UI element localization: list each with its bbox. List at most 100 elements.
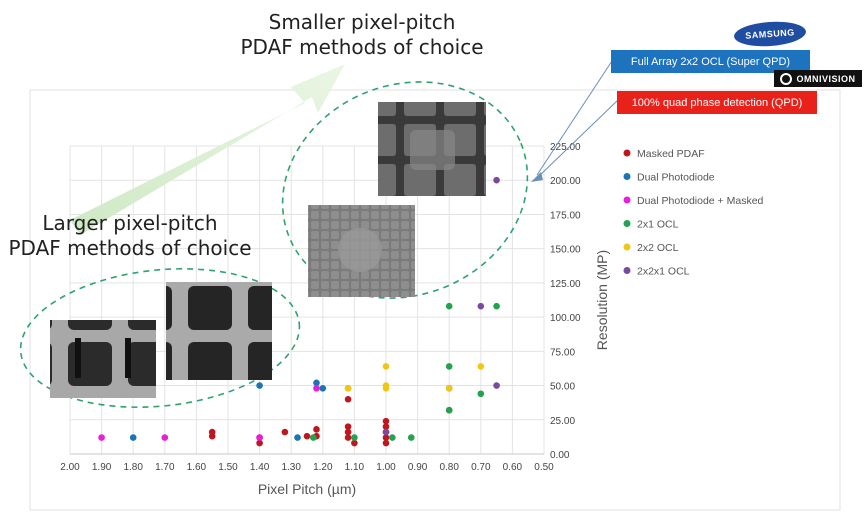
micrograph-masked-pdaf (50, 320, 156, 398)
data-point (281, 428, 289, 436)
data-point (313, 379, 320, 387)
y-tick-label: 100.00 (550, 313, 581, 324)
legend-label: 2x1 OCL (637, 219, 679, 231)
ellipse-layer (19, 81, 529, 408)
data-point (382, 423, 390, 430)
x-tick-label: 1.70 (155, 462, 175, 473)
x-tick-label: 1.30 (281, 462, 301, 473)
data-point (313, 384, 320, 392)
data-point (382, 428, 390, 436)
data-point (256, 382, 263, 389)
x-tick-label: 1.40 (250, 462, 270, 473)
pointer-arrowhead (531, 172, 543, 182)
legend-label: Dual Photodiode (637, 172, 715, 184)
y-tick-label: 225.00 (550, 142, 581, 153)
legend-marker (623, 173, 631, 180)
micrograph-2x2-ocl (308, 205, 415, 297)
micrograph-layer (50, 102, 486, 398)
data-point (493, 302, 500, 310)
data-point (319, 384, 327, 392)
legend-layer: Masked PDAF Dual Photodiode Dual Photodiod… (623, 148, 764, 278)
legend-marker (623, 267, 631, 274)
data-point (313, 426, 320, 433)
x-tick-label: 0.60 (503, 462, 523, 473)
smaller-pitch-callout: Smaller pixel-pitch PDAF methods of choi… (212, 10, 512, 60)
data-point (445, 406, 453, 414)
chart-background-layer (29, 89, 841, 511)
data-point (382, 439, 390, 447)
x-tick-label: 0.50 (534, 462, 554, 473)
x-tick-label: 1.20 (313, 462, 333, 473)
x-tick-label: 1.00 (376, 462, 396, 473)
data-point (303, 432, 311, 440)
y-tick-label: 0.00 (550, 450, 570, 461)
y-tick-label: 150.00 (550, 245, 581, 256)
larger-pitch-line2: PDAF methods of choice (8, 236, 252, 260)
data-point (351, 439, 358, 447)
data-point (445, 302, 453, 310)
data-point (256, 439, 263, 447)
data-point (445, 384, 453, 392)
direction-arrow (70, 64, 345, 235)
data-point (161, 434, 169, 441)
y-tick-label: 50.00 (550, 382, 575, 393)
x-tick-label: 1.60 (187, 462, 207, 473)
y-tick-label: 175.00 (550, 210, 581, 221)
y-tick-label: 25.00 (550, 416, 575, 427)
data-point (477, 390, 485, 398)
legend-marker (623, 196, 631, 204)
micrograph-qpd (378, 102, 486, 196)
smaller-pitch-line2: PDAF methods of choice (240, 35, 484, 59)
larger-pitch-ellipse (19, 268, 301, 408)
omnivision-logo: OMNIVISION (774, 70, 862, 87)
x-tick-label: 0.90 (408, 462, 428, 473)
y-tick-label: 125.00 (550, 279, 581, 290)
micrograph-dual-photodiode (166, 282, 272, 380)
data-point (493, 176, 500, 184)
y-tick-label: 200.00 (550, 176, 581, 187)
x-tick-label: 1.90 (92, 462, 112, 473)
x-tick-label: 2.00 (60, 462, 80, 473)
x-tick-label: 0.80 (439, 462, 459, 473)
data-point (98, 434, 105, 441)
legend-marker (623, 243, 631, 251)
omnivision-ring-icon (780, 72, 793, 85)
legend-marker (623, 220, 631, 227)
legend-label: 2x2 OCL (637, 242, 679, 254)
data-point (344, 428, 352, 436)
data-point (294, 434, 301, 441)
data-point (351, 434, 358, 441)
larger-pitch-callout: Larger pixel-pitch PDAF methods of choic… (0, 211, 260, 261)
x-tick-label: 1.50 (218, 462, 238, 473)
omnivision-label-box: 100% quad phase detection (QPD) (617, 91, 817, 114)
data-point (389, 434, 396, 441)
smaller-pitch-line1: Smaller pixel-pitch (268, 10, 456, 34)
data-point (445, 363, 453, 370)
samsung-label-box: Full Array 2x2 OCL (Super QPD) (611, 50, 810, 73)
data-point (382, 417, 390, 425)
plot-frame (29, 89, 841, 511)
legend-label: Masked PDAF (637, 148, 705, 160)
data-point (477, 302, 485, 310)
data-point (407, 434, 415, 441)
y-axis-title: Resolution (MP) (594, 250, 610, 350)
x-tick-label: 1.10 (345, 462, 365, 473)
larger-pitch-line1: Larger pixel-pitch (42, 211, 218, 235)
x-tick-label: 0.70 (471, 462, 491, 473)
x-tick-label: 1.80 (123, 462, 143, 473)
data-point (477, 363, 485, 370)
data-point (382, 363, 390, 370)
data-point (493, 382, 500, 389)
y-tick-label: 75.00 (550, 347, 575, 358)
data-point (382, 384, 390, 392)
data-point (344, 384, 352, 392)
data-point (344, 395, 352, 403)
arrow-layer (70, 64, 345, 235)
samsung-pointer-line (536, 60, 613, 176)
smaller-pitch-ellipse (281, 81, 529, 299)
data-point (129, 434, 137, 441)
data-point (310, 434, 317, 441)
data-point (208, 432, 216, 440)
